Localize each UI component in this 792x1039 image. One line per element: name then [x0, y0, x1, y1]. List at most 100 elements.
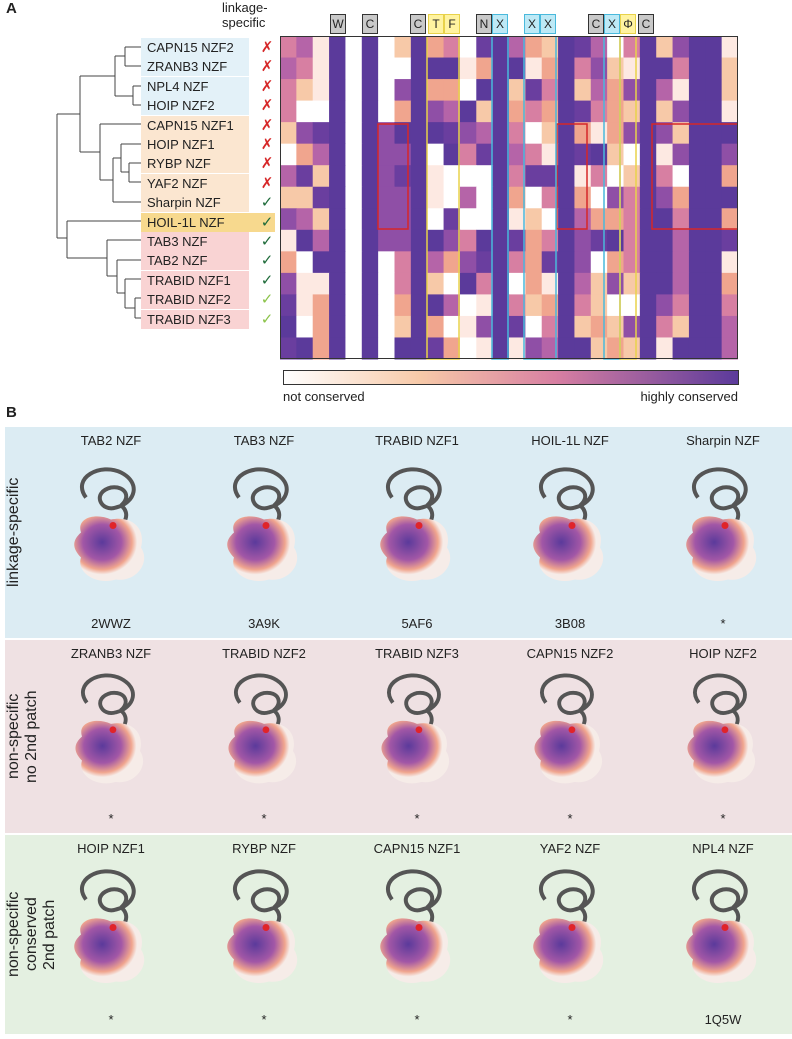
panel-a: A linkage- specific CAPN15 NZF2 ✗ ZRANB3 N… [0, 0, 792, 404]
heatmap-cell [639, 57, 657, 80]
heatmap-cell [492, 229, 510, 252]
row-label: HOIP NZF1 [141, 135, 249, 154]
heatmap-cell [427, 337, 445, 360]
heatmap-cell [345, 186, 363, 209]
heatmap-cell [345, 100, 363, 123]
heatmap-cell [541, 251, 559, 274]
residue-marker: C [588, 14, 604, 34]
pdb-code: * [414, 811, 420, 826]
structure-name: HOIL-1L NZF [531, 433, 609, 448]
heatmap-cell [492, 165, 510, 188]
heatmap-cell [459, 122, 477, 145]
heatmap-cell [688, 315, 706, 338]
heatmap-cell [280, 36, 297, 59]
heatmap-cell [280, 229, 297, 252]
heatmap-cell [361, 36, 379, 59]
heatmap-cell [525, 57, 543, 80]
heatmap-cell [607, 208, 624, 231]
heatmap-cell [541, 100, 559, 123]
heatmap-cell [672, 272, 690, 295]
heatmap-cell [492, 294, 510, 317]
row-label: RYBP NZF [141, 154, 249, 174]
terminus-dot [415, 924, 423, 931]
heatmap-cell [688, 143, 706, 166]
heatmap-cell [509, 229, 526, 252]
heatmap-cell [590, 122, 608, 145]
heatmap-cell [492, 251, 510, 274]
heatmap-cell [623, 143, 641, 166]
residue-marker: Φ [620, 14, 636, 34]
heatmap-cell [410, 79, 428, 102]
protein-structure-image [74, 467, 145, 581]
heatmap-cell [590, 337, 608, 360]
heatmap-cell [509, 79, 526, 102]
structure-name: CAPN15 NZF2 [526, 646, 614, 661]
heatmap-cell [509, 100, 526, 123]
surface-shape [74, 918, 145, 983]
heatmap-cell [688, 165, 706, 188]
residue-marker: X [492, 14, 508, 34]
heatmap-cell [623, 122, 641, 145]
heatmap-cell [329, 272, 346, 295]
heatmap-cell [639, 315, 657, 338]
heatmap-cell [607, 100, 624, 123]
heatmap-cell [574, 79, 592, 102]
heatmap-cell [280, 79, 297, 102]
heatmap-cell [443, 251, 461, 274]
structure-panel: HOIP NZF2 * [653, 640, 792, 833]
heatmap-cell [639, 100, 657, 123]
heatmap-cell [443, 186, 461, 209]
heatmap-cell [607, 143, 624, 166]
heatmap-cell [378, 165, 395, 188]
heatmap-cell [459, 36, 477, 59]
heatmap-cell [656, 36, 674, 59]
pdb-code: * [567, 1012, 573, 1027]
heatmap-cell [574, 100, 592, 123]
heatmap-cell [394, 272, 412, 295]
surface-shape [227, 918, 298, 983]
heatmap-cell [427, 36, 445, 59]
heatmap-cell [509, 251, 526, 274]
heatmap-cell [410, 36, 428, 59]
structure-name: CAPN15 NZF1 [373, 841, 461, 856]
heatmap-cell [345, 229, 363, 252]
heatmap-cell [574, 36, 592, 59]
heatmap-cell [541, 315, 559, 338]
heatmap-cell [492, 36, 510, 59]
protein-structure-image [686, 467, 757, 581]
heatmap-cell [312, 100, 330, 123]
heatmap-cell [459, 165, 477, 188]
heatmap-cell [378, 337, 395, 360]
surface-shape [380, 516, 451, 581]
heatmap-cell [541, 122, 559, 145]
heatmap-cell [721, 337, 738, 360]
heatmap-cell [525, 122, 543, 145]
structure-name: TRABID NZF1 [375, 433, 459, 448]
structure-panel: TRABID NZF1 5AF6 [347, 427, 487, 638]
heatmap-cell [688, 79, 706, 102]
surface-shape [687, 720, 756, 784]
heatmap-cell [623, 229, 641, 252]
protein-structure-image [533, 869, 604, 983]
heatmap-cell [672, 337, 690, 360]
heatmap-cell [427, 315, 445, 338]
heatmap-cell [574, 251, 592, 274]
heatmap-cell [345, 208, 363, 231]
heatmap-cell [410, 143, 428, 166]
heatmap-cell [492, 57, 510, 80]
section-label-line: non-specific [5, 891, 22, 978]
structure-panel: ZRANB3 NZF * [41, 640, 181, 833]
heatmap-cell [558, 57, 575, 80]
section-label-line: linkage-specific [5, 477, 22, 588]
heatmap-cell [607, 36, 624, 59]
heatmap-cell [443, 79, 461, 102]
heatmap-cell [656, 57, 674, 80]
section-label: non-specific conserved 2nd patch [5, 835, 58, 1034]
heatmap-cell [427, 143, 445, 166]
heatmap-cell [427, 100, 445, 123]
heatmap-cell [574, 229, 592, 252]
heatmap-cell [574, 208, 592, 231]
highlight-box [556, 123, 588, 230]
heatmap-cell [656, 79, 674, 102]
heatmap-cell [329, 57, 346, 80]
